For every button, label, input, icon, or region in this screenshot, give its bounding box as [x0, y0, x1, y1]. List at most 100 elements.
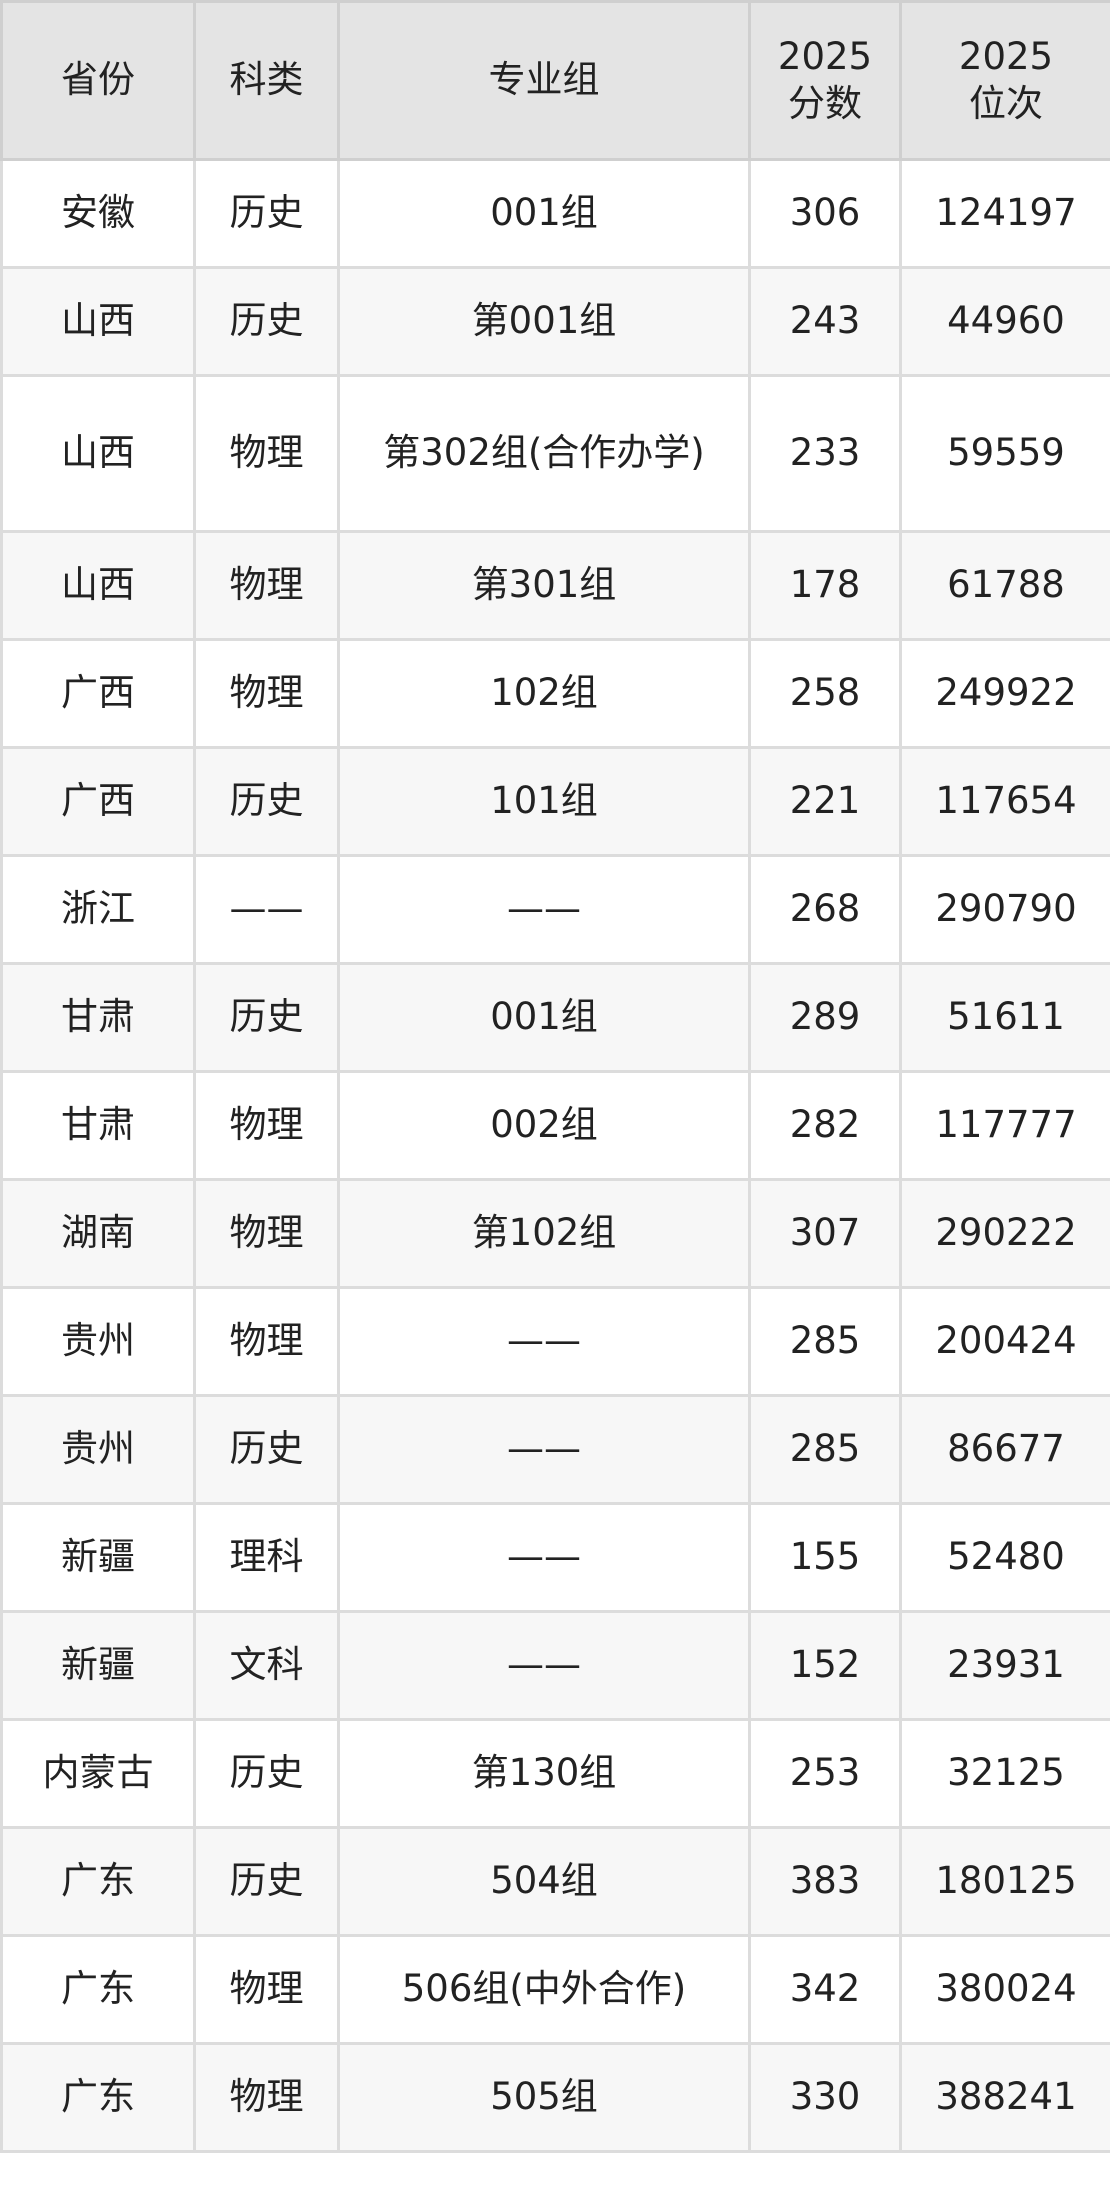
cell-major-group: 504组 [337, 1826, 751, 1937]
cell-subject-type: 历史 [193, 1394, 340, 1505]
table-row: 广东 物理 505组 330 388241 [0, 2042, 1110, 2153]
cell-province: 贵州 [0, 1394, 196, 1505]
table-row: 山西 物理 第302组(合作办学) 233 59559 [0, 374, 1110, 533]
table-row: 湖南 物理 第102组 307 290222 [0, 1178, 1110, 1289]
cell-major-group: 第301组 [337, 530, 751, 641]
cell-score-2025: 152 [748, 1610, 902, 1721]
cell-rank-2025: 23931 [899, 1610, 1110, 1721]
cell-major-group: 001组 [337, 962, 751, 1073]
cell-score-2025: 282 [748, 1070, 902, 1181]
cell-province: 安徽 [0, 158, 196, 269]
cell-score-2025: 285 [748, 1394, 902, 1505]
header-province: 省份 [0, 0, 196, 161]
cell-score-2025: 221 [748, 746, 902, 857]
cell-rank-2025: 117654 [899, 746, 1110, 857]
cell-score-2025: 342 [748, 1934, 902, 2045]
header-text: 科类 [229, 58, 304, 102]
cell-rank-2025: 124197 [899, 158, 1110, 269]
cell-score-2025: 258 [748, 638, 902, 749]
cell-subject-type: 物理 [193, 1070, 340, 1181]
cell-rank-2025: 290222 [899, 1178, 1110, 1289]
cell-subject-type: 理科 [193, 1502, 340, 1613]
table-row: 内蒙古 历史 第130组 253 32125 [0, 1718, 1110, 1829]
cell-score-2025: 178 [748, 530, 902, 641]
cell-subject-type: 历史 [193, 746, 340, 857]
header-text: 省份 [61, 58, 135, 102]
cell-major-group: 第302组(合作办学) [337, 374, 751, 533]
cell-major-group: 001组 [337, 158, 751, 269]
cell-rank-2025: 86677 [899, 1394, 1110, 1505]
header-subject-type: 科类 [193, 0, 340, 161]
cell-major-group: —— [337, 854, 751, 965]
table-row: 广东 历史 504组 383 180125 [0, 1826, 1110, 1937]
cell-major-group: 506组(中外合作) [337, 1934, 751, 2045]
table-row: 贵州 历史 —— 285 86677 [0, 1394, 1110, 1505]
cell-province: 广西 [0, 746, 196, 857]
table-row: 山西 物理 第301组 178 61788 [0, 530, 1110, 641]
table-row: 浙江 —— —— 268 290790 [0, 854, 1110, 965]
cell-score-2025: 383 [748, 1826, 902, 1937]
cell-province: 山西 [0, 530, 196, 641]
header-text: 位次 [969, 81, 1043, 125]
cell-province: 浙江 [0, 854, 196, 965]
cell-subject-type: 物理 [193, 1934, 340, 2045]
cell-subject-type: 历史 [193, 962, 340, 1073]
cell-major-group: —— [337, 1286, 751, 1397]
header-text: 分数 [788, 81, 862, 125]
cell-major-group: 002组 [337, 1070, 751, 1181]
cell-score-2025: 155 [748, 1502, 902, 1613]
header-major-group: 专业组 [337, 0, 751, 161]
cell-province: 湖南 [0, 1178, 196, 1289]
admission-scores-table: 省份 科类 专业组 2025 分数 2025 位次 安徽 历史 001组 306 124197 山西历… [0, 0, 1110, 2153]
cell-score-2025: 243 [748, 266, 902, 377]
table-row: 贵州 物理 —— 285 200424 [0, 1286, 1110, 1397]
cell-major-group: 102组 [337, 638, 751, 749]
cell-major-group: 505组 [337, 2042, 751, 2153]
cell-subject-type: 物理 [193, 1286, 340, 1397]
cell-subject-type: 物理 [193, 530, 340, 641]
table-row: 山西 历史 第001组 243 44960 [0, 266, 1110, 377]
cell-rank-2025: 61788 [899, 530, 1110, 641]
table-row: 广东 物理 506组(中外合作) 342 380024 [0, 1934, 1110, 2045]
cell-province: 甘肃 [0, 1070, 196, 1181]
cell-subject-type: —— [193, 854, 340, 965]
cell-major-group: —— [337, 1610, 751, 1721]
cell-score-2025: 306 [748, 158, 902, 269]
table-row: 新疆 理科 —— 155 52480 [0, 1502, 1110, 1613]
cell-province: 甘肃 [0, 962, 196, 1073]
header-text: 2025 [958, 35, 1054, 79]
cell-subject-type: 文科 [193, 1610, 340, 1721]
cell-province: 贵州 [0, 1286, 196, 1397]
table-row: 安徽 历史 001组 306 124197 [0, 158, 1110, 269]
cell-province: 广东 [0, 2042, 196, 2153]
cell-score-2025: 268 [748, 854, 902, 965]
cell-major-group: 第102组 [337, 1178, 751, 1289]
cell-province: 新疆 [0, 1502, 196, 1613]
cell-province: 广东 [0, 1934, 196, 2045]
cell-score-2025: 233 [748, 374, 902, 533]
table-header-row: 省份 科类 专业组 2025 分数 2025 位次 [0, 0, 1110, 161]
cell-rank-2025: 388241 [899, 2042, 1110, 2153]
cell-score-2025: 289 [748, 962, 902, 1073]
cell-score-2025: 307 [748, 1178, 902, 1289]
cell-major-group: 第130组 [337, 1718, 751, 1829]
table-row: 广西 物理 102组 258 249922 [0, 638, 1110, 749]
cell-rank-2025: 380024 [899, 1934, 1110, 2045]
cell-province: 山西 [0, 374, 196, 533]
cell-score-2025: 285 [748, 1286, 902, 1397]
header-score-2025: 2025 分数 [748, 0, 902, 161]
cell-subject-type: 历史 [193, 1718, 340, 1829]
cell-subject-type: 历史 [193, 266, 340, 377]
cell-rank-2025: 32125 [899, 1718, 1110, 1829]
table-row: 新疆 文科 —— 152 23931 [0, 1610, 1110, 1721]
cell-score-2025: 330 [748, 2042, 902, 2153]
cell-subject-type: 历史 [193, 158, 340, 269]
cell-subject-type: 物理 [193, 638, 340, 749]
cell-rank-2025: 51611 [899, 962, 1110, 1073]
cell-subject-type: 物理 [193, 374, 340, 533]
cell-province: 内蒙古 [0, 1718, 196, 1829]
cell-rank-2025: 44960 [899, 266, 1110, 377]
cell-major-group: —— [337, 1502, 751, 1613]
cell-province: 广东 [0, 1826, 196, 1937]
cell-rank-2025: 180125 [899, 1826, 1110, 1937]
